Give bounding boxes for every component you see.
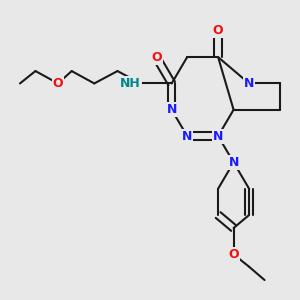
Text: N: N [244,77,254,90]
Text: NH: NH [120,77,141,90]
Text: O: O [213,24,224,37]
Text: O: O [53,77,63,90]
Text: O: O [151,51,161,64]
Text: O: O [228,248,239,261]
Text: N: N [228,156,239,169]
Text: N: N [182,130,192,142]
Text: N: N [167,103,177,116]
Text: N: N [213,130,223,142]
